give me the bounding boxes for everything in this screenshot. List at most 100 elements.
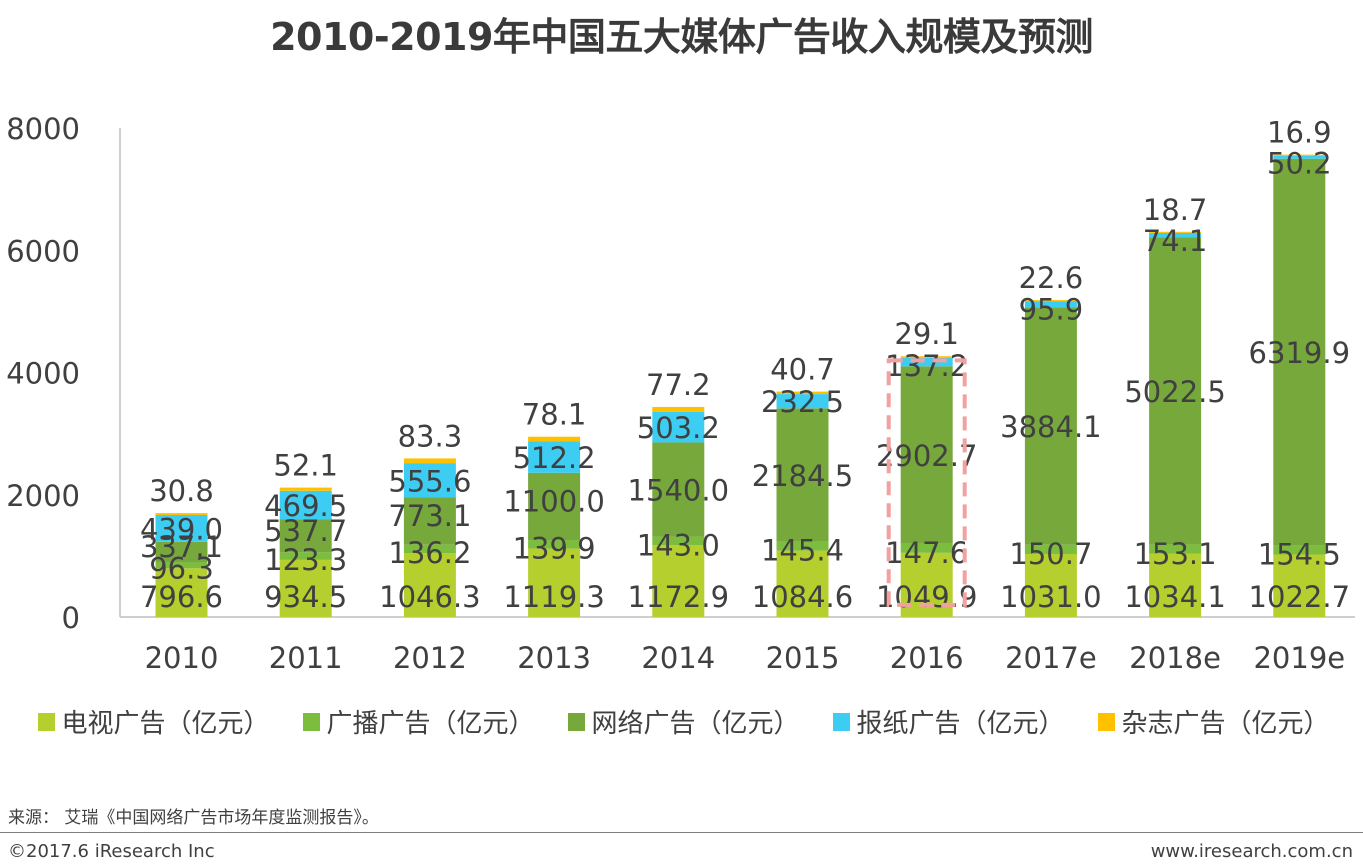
y-tick-label: 0 [62,601,80,635]
bar-segment [279,519,332,553]
data-label: 83.3 [398,419,463,453]
legend-item-online[interactable]: 网络广告（亿元） [568,703,800,740]
bar-segment [403,463,456,498]
bar-segment [900,357,953,367]
axis-layer: 0 2000 4000 6000 8000 2010 2011 2012 2013 2014 201… [6,112,1355,675]
x-tick-label: 2018e [1129,641,1221,675]
bar-segment [1149,544,1202,554]
data-label: 136.2 [388,536,471,570]
copyright-text: ©2017.6 iResearch Inc [8,841,215,862]
bar-segment [652,411,705,443]
bar-segment [528,548,581,617]
x-tick-label: 2017e [1005,641,1097,675]
data-label: 16.9 [1267,116,1332,150]
bar-segment [155,541,208,563]
data-label: 78.1 [522,398,587,432]
legend-item-radio[interactable]: 广播广告（亿元） [303,703,535,740]
bar-segment [900,356,953,358]
data-label: 1049.9 [876,580,977,614]
bar-segment [900,366,953,544]
data-label: 18.7 [1143,193,1208,227]
bar-segment [403,497,456,545]
source-note: 来源： 艾瑞《中国网络广告市场年度监测报告》。 [8,808,379,828]
x-tick-label: 2016 [890,641,964,675]
data-label: 30.8 [149,474,214,508]
y-tick-label: 6000 [6,234,80,268]
legend-item-newspaper[interactable]: 报纸广告（亿元） [833,703,1064,740]
bar-segment [900,543,953,553]
bar-segment [1149,553,1202,617]
data-label: 555.6 [388,464,471,498]
legend-label-magazine: 杂志广告（亿元） [1121,709,1330,739]
footer-divider [0,832,1363,833]
legend-item-tv[interactable]: 电视广告（亿元） [38,703,270,740]
legend-item-magazine[interactable]: 杂志广告（亿元） [1098,703,1330,740]
bar-segment [1273,545,1326,555]
bar-segment [155,568,208,617]
bar-segment [279,559,332,617]
bar-segment [1024,300,1077,302]
data-label: 1034.1 [1124,580,1225,614]
data-label: 1084.6 [752,580,853,614]
data-label: 537.7 [264,514,347,548]
data-label: 1031.0 [1000,580,1101,614]
data-label: 123.3 [264,543,347,577]
data-label: 1046.3 [379,580,480,614]
data-label: 143.0 [637,528,720,562]
data-label: 934.5 [264,580,347,614]
bar-segment [528,436,581,442]
data-label: 232.5 [761,385,844,419]
data-label: 95.9 [1019,292,1084,326]
data-label: 5022.5 [1124,375,1225,409]
bar-segment [652,536,705,546]
bar-segment [776,394,829,409]
bar-segment [776,408,829,542]
data-label: 74.1 [1143,224,1208,258]
data-label: 52.1 [273,449,338,483]
legend-swatch-radio [303,712,321,731]
data-label: 773.1 [388,499,471,533]
data-label: 137.2 [885,349,968,383]
website-link[interactable]: www.iresearch.com.cn [1150,841,1353,862]
bar-layer [155,154,1326,617]
legend-label-tv: 电视广告（亿元） [61,709,270,739]
data-label: 3884.1 [1000,410,1101,444]
legend: 电视广告（亿元） 广播广告（亿元） 网络广告（亿元） 报纸广告（亿元） 杂志广告… [38,703,1363,740]
stacked-bar-chart: 0 2000 4000 6000 8000 2010 2011 2012 2013 2014 201… [6,112,1355,675]
legend-label-radio: 广播广告（亿元） [326,709,535,739]
bar-segment [1273,158,1326,546]
data-label: 469.5 [264,489,347,523]
bar-segment [652,406,705,412]
bar-segment [279,552,332,560]
data-label: 2902.7 [876,439,977,473]
legend-label-online: 网络广告（亿元） [591,709,800,739]
data-label: 147.6 [885,536,968,570]
bar-segment [776,550,829,617]
bar-segment [1024,301,1077,308]
x-tick-label: 2013 [517,641,591,675]
bar-segment [1149,232,1202,238]
data-label: 1540.0 [628,473,729,507]
bar-segment [1149,237,1202,545]
x-tick-label: 2019e [1253,641,1345,675]
bar-segment [279,487,332,491]
data-label: 139.9 [513,532,596,566]
x-tick-label: 2015 [766,641,840,675]
data-label: 153.1 [1134,537,1217,571]
bar-segment [1273,554,1326,617]
bar-segment [279,490,332,520]
data-label: 154.5 [1258,537,1341,571]
bar-segment [403,458,456,464]
bar-segment [155,514,208,542]
bar-segment [1024,544,1077,554]
bar-segment [528,441,581,473]
legend-swatch-magazine [1098,712,1116,731]
bar-segment [528,472,581,541]
data-label: 96.3 [149,551,214,585]
x-tick-label: 2014 [641,641,715,675]
data-label: 796.6 [140,580,223,614]
data-label: 40.7 [770,353,835,387]
data-label: 29.1 [894,317,959,351]
data-label: 77.2 [646,368,711,402]
